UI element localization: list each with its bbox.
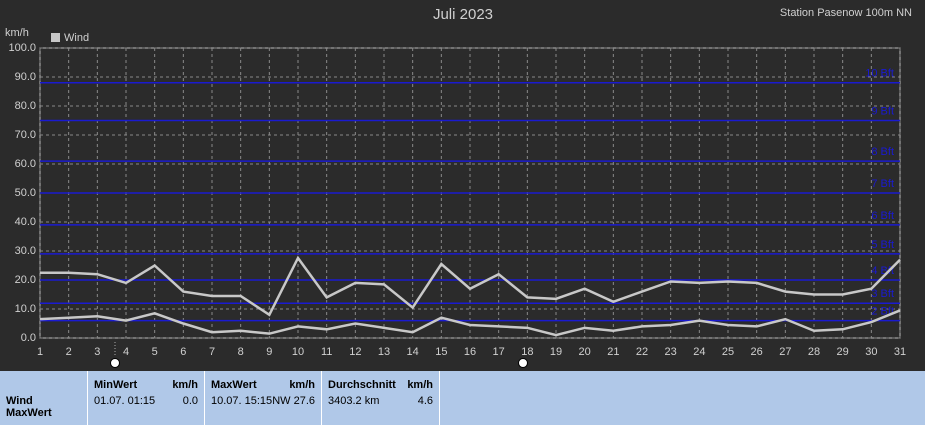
chart: Juli 2023 Station Pasenow 100m NN km/h 0… [5,6,912,368]
x-tick-label: 30 [865,346,877,358]
column-date: 3403.2 km [328,395,380,407]
beaufort-label: 6 Bft [871,210,894,222]
legend-swatch [51,33,60,42]
series-line [39,309,901,337]
x-tick-label: 4 [123,346,129,358]
x-tick-label: 20 [579,346,591,358]
column-title: MinWert [94,379,138,391]
column-unit: km/h [407,379,433,391]
x-tick-label: 8 [238,346,244,358]
legend-label: Wind [64,32,89,44]
x-tick-label: 1 [37,346,43,358]
summary-panel: Wind MaxWert MinWert km/h 01.07. 01:15 0.0… [0,371,925,425]
x-tick-label: 29 [837,346,849,358]
x-tick-label: 24 [693,346,705,358]
x-tick-label: 26 [751,346,763,358]
y-tick-label: 70.0 [15,129,36,141]
y-tick-label: 60.0 [15,158,36,170]
series-line [40,255,901,317]
y-tick-label: 100.0 [8,42,36,54]
summary-column: Durchschnitt km/h 3403.2 km 4.6 [322,371,440,425]
beaufort-label: 4 Bft [871,265,894,277]
x-tick-label: 12 [349,346,361,358]
x-tick-label: 21 [607,346,619,358]
column-date: 10.07. 15:15 [211,395,273,407]
x-tick-label: 2 [66,346,72,358]
column-unit: km/h [289,379,315,391]
y-tick-label: 0.0 [21,332,36,344]
y-tick-label: 10.0 [15,303,36,315]
column-header: MaxWert km/h [211,379,315,391]
y-tick-label: 80.0 [15,100,36,112]
x-tick-label: 10 [292,346,304,358]
column-row: 3403.2 km 4.6 [328,395,433,407]
column-row: 01.07. 01:15 0.0 [94,395,198,407]
beaufort-label: 5 Bft [871,239,894,251]
row-label: MaxWert [6,407,52,419]
y-tick-label: 20.0 [15,274,36,286]
x-tick-label: 9 [266,346,272,358]
column-header: MinWert km/h [94,379,198,391]
beaufort-label: 7 Bft [871,178,894,190]
column-title: MaxWert [211,379,257,391]
column-value: NW 27.6 [272,395,315,407]
column-title: Durchschnitt [328,379,396,391]
column-value: 4.6 [417,395,433,407]
row-label: Wind [6,395,33,407]
x-tick-label: 16 [464,346,476,358]
beaufort-label: 8 Bft [871,146,894,158]
column-unit: km/h [172,379,198,391]
summary-column: MaxWert km/h 10.07. 15:15 NW 27.6 [205,371,322,425]
moon-icon [518,358,528,368]
column-value: 0.0 [182,395,198,407]
beaufort-label: 3 Bft [871,288,894,300]
x-tick-label: 28 [808,346,820,358]
x-tick-label: 22 [636,346,648,358]
beaufort-label: 9 Bft [871,105,894,117]
x-tick-label: 5 [152,346,158,358]
y-tick-label: 30.0 [15,245,36,257]
x-tick-label: 15 [435,346,447,358]
x-tick-label: 11 [321,346,332,358]
column-row: 10.07. 15:15 NW 27.6 [211,395,315,407]
moon-icon [110,358,120,368]
chart-subtitle: Station Pasenow 100m NN [780,7,912,19]
y-tick-label: 90.0 [15,71,36,83]
x-tick-label: 7 [209,346,215,358]
column-header: Durchschnitt km/h [328,379,433,391]
y-axis-label: km/h [5,27,29,39]
column-date: 01.07. 01:15 [94,395,156,407]
x-tick-label: 14 [407,346,419,358]
y-tick-label: 50.0 [15,187,36,199]
y-tick-label: 40.0 [15,216,36,228]
x-tick-label: 17 [493,346,505,358]
x-tick-label: 13 [378,346,390,358]
summary-column: MinWert km/h 01.07. 01:15 0.0 [88,371,205,425]
x-tick-label: 31 [894,346,906,358]
x-tick-label: 18 [521,346,533,358]
x-tick-label: 27 [779,346,791,358]
x-tick-label: 19 [550,346,562,358]
x-tick-label: 6 [180,346,186,358]
x-tick-label: 23 [665,346,677,358]
beaufort-label: 2 Bft [871,306,894,318]
chart-title: Juli 2023 [433,6,493,23]
x-tick-label: 3 [94,346,100,358]
row-labels: Wind MaxWert [0,371,88,425]
beaufort-label: 10 Bft [865,68,894,80]
x-tick-label: 25 [722,346,734,358]
